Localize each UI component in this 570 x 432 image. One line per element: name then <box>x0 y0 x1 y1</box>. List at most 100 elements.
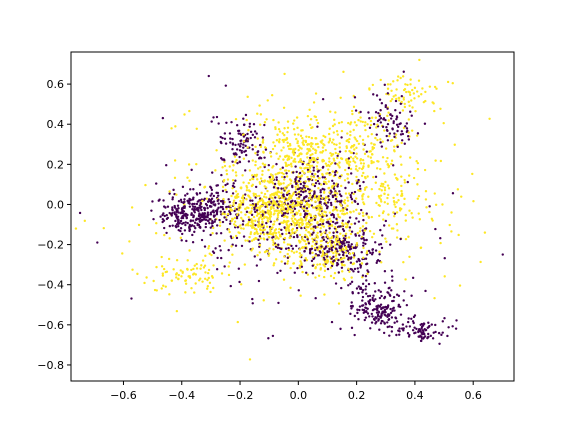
scatter-point <box>358 287 362 291</box>
scatter-point <box>228 261 231 264</box>
scatter-point <box>274 243 278 247</box>
scatter-point <box>273 182 277 186</box>
scatter-point <box>353 314 357 318</box>
scatter-point <box>216 194 220 197</box>
scatter-point <box>290 162 293 165</box>
scatter-point <box>310 199 313 202</box>
scatter-point <box>366 307 369 310</box>
scatter-point <box>290 244 293 248</box>
scatter-point <box>245 137 249 140</box>
scatter-point <box>330 203 333 207</box>
scatter-point <box>283 127 286 130</box>
scatter-point <box>161 218 165 221</box>
scatter-point <box>266 209 270 212</box>
scatter-point <box>299 166 302 169</box>
scatter-point <box>398 305 402 309</box>
scatter-point <box>238 160 242 164</box>
scatter-point <box>337 164 340 167</box>
scatter-point <box>236 226 240 229</box>
scatter-point <box>301 236 304 239</box>
scatter-point <box>234 190 238 193</box>
x-tick-label: 0.2 <box>348 389 366 402</box>
scatter-point <box>268 247 271 250</box>
scatter-point <box>350 172 353 175</box>
scatter-point <box>365 292 368 295</box>
scatter-point <box>350 243 353 246</box>
scatter-point <box>300 174 304 177</box>
scatter-point <box>287 157 290 160</box>
scatter-point <box>322 191 326 194</box>
scatter-point <box>404 125 407 128</box>
scatter-point <box>373 143 376 146</box>
scatter-point <box>311 237 314 240</box>
scatter-point <box>145 276 148 279</box>
scatter-point <box>382 218 385 221</box>
scatter-point <box>295 116 299 119</box>
scatter-point <box>404 237 408 241</box>
scatter-point <box>427 332 430 336</box>
scatter-point <box>488 117 491 120</box>
scatter-point <box>393 150 396 153</box>
scatter-point <box>155 289 158 292</box>
scatter-point <box>381 211 385 215</box>
scatter-point <box>290 217 294 220</box>
scatter-point <box>242 146 245 149</box>
scatter-point <box>211 224 214 228</box>
scatter-point <box>407 100 410 104</box>
scatter-point <box>390 89 393 93</box>
scatter-point <box>443 257 446 260</box>
scatter-point <box>294 218 297 221</box>
scatter-point <box>359 110 362 114</box>
scatter-point <box>291 205 295 209</box>
scatter-point <box>164 285 167 288</box>
scatter-point <box>236 320 239 324</box>
scatter-point <box>231 160 234 163</box>
scatter-point <box>175 225 178 229</box>
scatter-point <box>214 247 217 250</box>
scatter-point <box>265 196 268 199</box>
scatter-point <box>200 238 204 242</box>
scatter-point <box>308 188 311 191</box>
scatter-point <box>390 330 394 333</box>
scatter-point <box>230 219 233 223</box>
scatter-point <box>364 257 368 260</box>
scatter-point <box>213 204 217 207</box>
scatter-point <box>386 83 390 86</box>
scatter-point <box>364 316 368 319</box>
scatter-point <box>407 235 410 238</box>
scatter-point <box>207 198 211 201</box>
scatter-point <box>272 207 275 210</box>
scatter-point <box>269 206 273 209</box>
scatter-point <box>284 207 288 210</box>
scatter-point <box>306 238 309 241</box>
scatter-point <box>263 121 267 124</box>
scatter-point <box>336 213 340 216</box>
scatter-point <box>347 121 350 125</box>
scatter-point <box>410 129 414 132</box>
scatter-point <box>359 162 363 165</box>
scatter-point <box>351 262 355 266</box>
scatter-point <box>298 225 301 228</box>
scatter-point <box>410 99 413 102</box>
scatter-point <box>309 118 313 121</box>
scatter-point <box>336 250 339 253</box>
scatter-point <box>285 137 289 140</box>
scatter-point <box>128 240 131 243</box>
scatter-point <box>348 229 351 232</box>
scatter-point <box>313 215 316 218</box>
scatter-point <box>276 172 279 175</box>
scatter-point <box>308 161 311 164</box>
scatter-point <box>238 203 241 206</box>
scatter-point <box>258 243 262 247</box>
scatter-point <box>364 128 367 132</box>
scatter-point <box>331 124 335 128</box>
scatter-point <box>191 233 194 237</box>
scatter-point <box>298 264 301 267</box>
scatter-point <box>418 58 421 62</box>
scatter-point <box>383 270 387 273</box>
scatter-point <box>280 175 284 179</box>
scatter-point <box>186 259 189 262</box>
scatter-point <box>255 206 259 210</box>
scatter-point <box>175 223 179 226</box>
scatter-point <box>307 135 311 139</box>
